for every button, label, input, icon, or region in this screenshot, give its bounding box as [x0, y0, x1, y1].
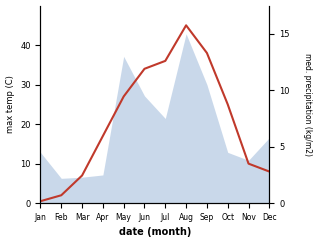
- X-axis label: date (month): date (month): [119, 227, 191, 237]
- Y-axis label: med. precipitation (kg/m2): med. precipitation (kg/m2): [303, 53, 313, 156]
- Y-axis label: max temp (C): max temp (C): [5, 75, 15, 133]
